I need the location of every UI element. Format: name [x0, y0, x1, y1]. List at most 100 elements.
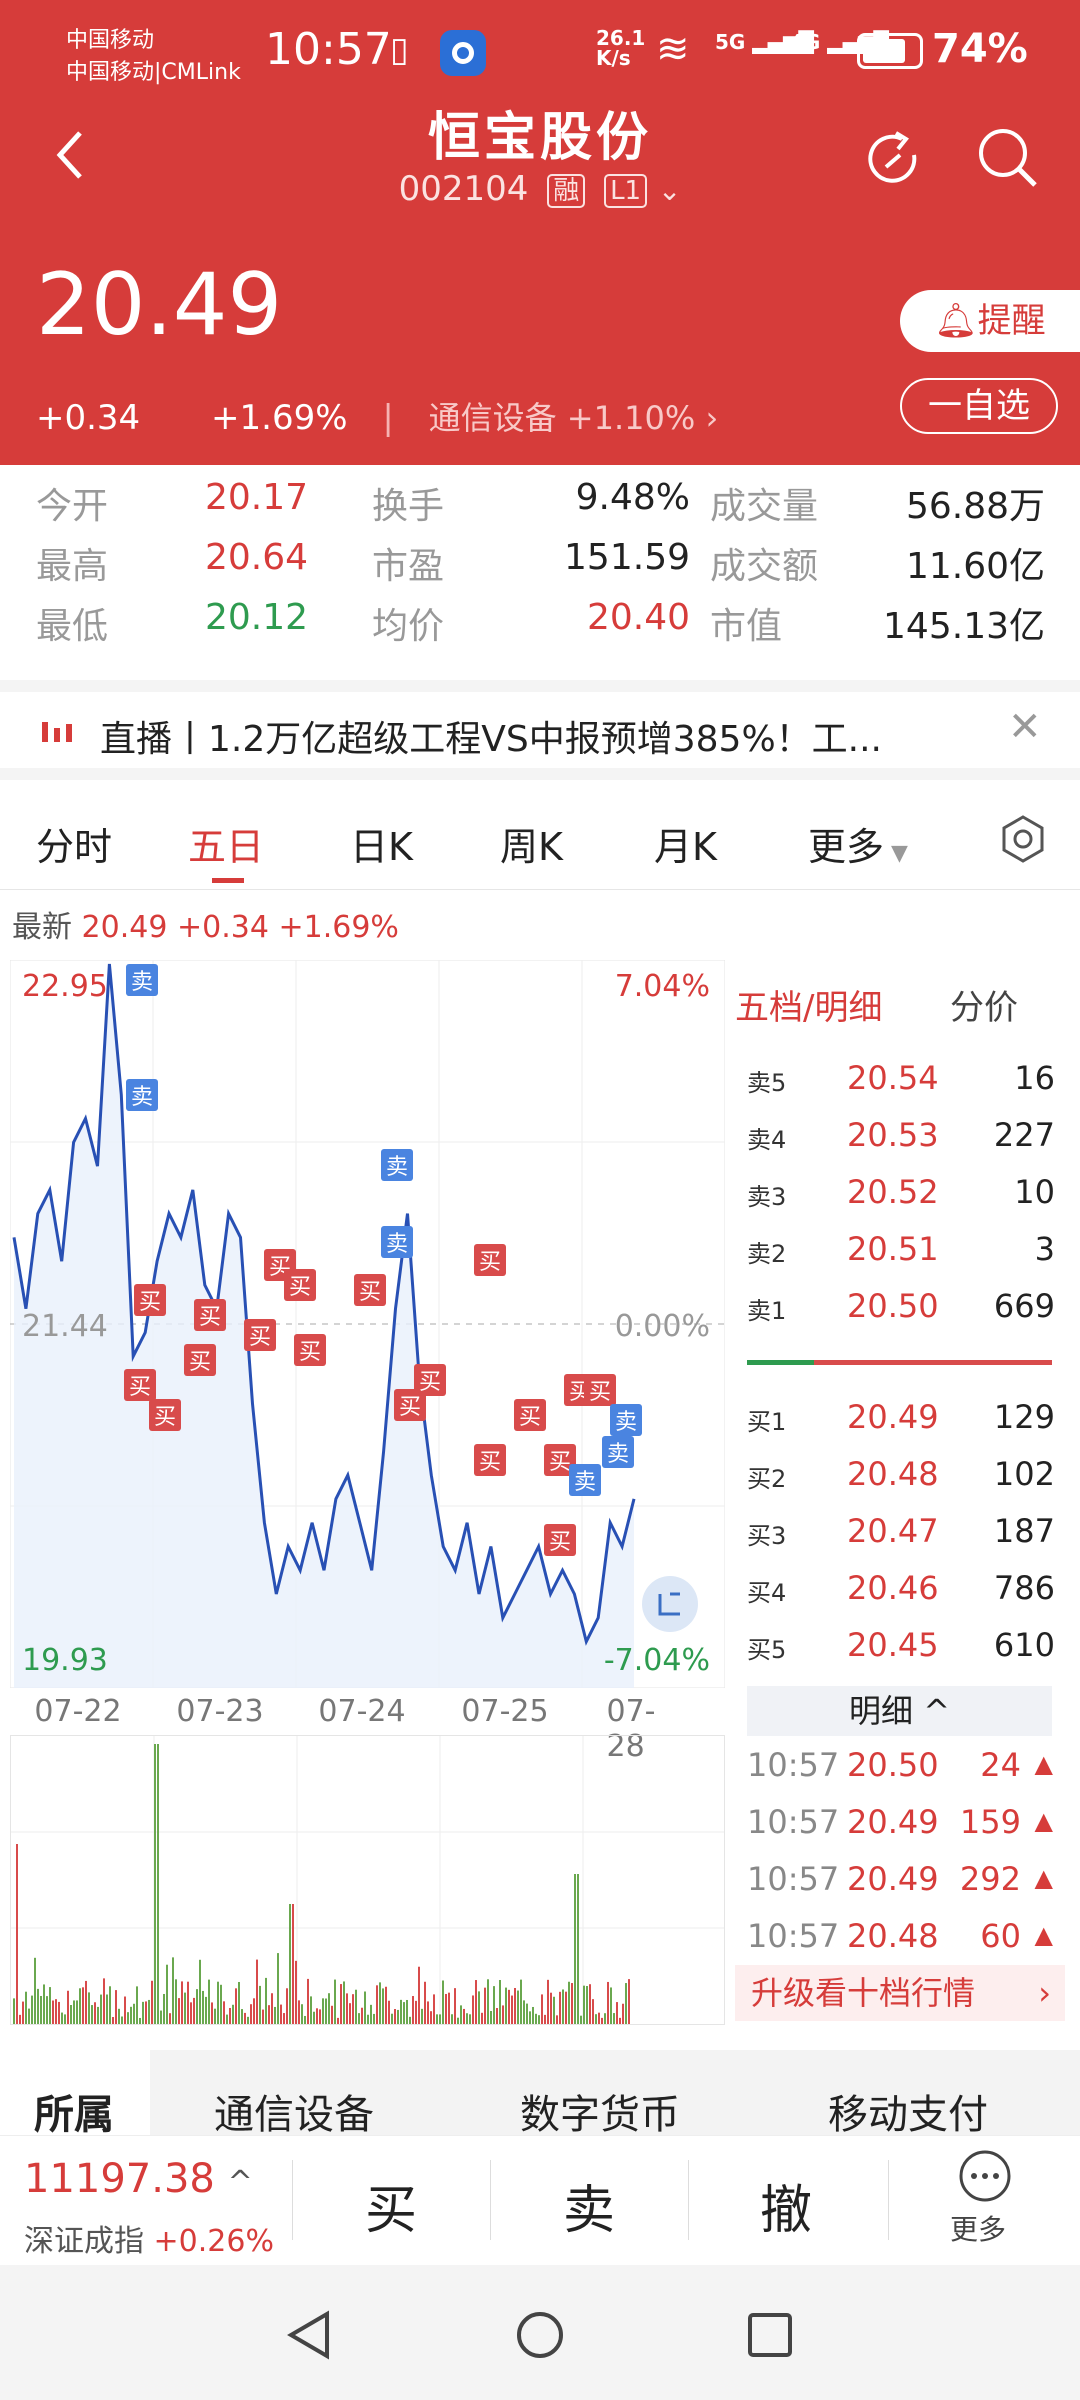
- ask-level[interactable]: 卖1 20.50 669: [735, 1281, 1055, 1337]
- volume-bar: [94, 2002, 96, 2024]
- tick-price: 20.48: [847, 1917, 939, 1955]
- detail-toggle[interactable]: 明细 ^: [747, 1686, 1052, 1736]
- nav-home-icon[interactable]: [515, 2310, 565, 2360]
- sell-marker-label: 卖: [574, 1470, 596, 1495]
- close-icon[interactable]: ✕: [1008, 704, 1042, 750]
- volume-bar: [97, 2006, 99, 2024]
- stock-code: 002104: [398, 169, 529, 209]
- volume-bar: [193, 1997, 195, 2024]
- chevron-up-icon: ^: [227, 2165, 253, 2200]
- buy-marker-label: 买: [479, 1450, 501, 1475]
- upgrade-label: 升级看十档行情: [751, 1974, 976, 2012]
- volume-bar: [535, 2013, 537, 2024]
- add-favorite-button[interactable]: 一自选: [900, 378, 1058, 434]
- level-volume: 129: [993, 1398, 1055, 1436]
- ask-level[interactable]: 卖2 20.51 3: [735, 1224, 1055, 1280]
- volume-bar: [31, 1995, 33, 2024]
- ask-level[interactable]: 卖3 20.52 10: [735, 1167, 1055, 1223]
- volume-bar: [592, 1999, 594, 2024]
- volume-bar: [25, 1991, 27, 2024]
- bid-level[interactable]: 买4 20.46 786: [735, 1563, 1055, 1619]
- volume-bar: [100, 1994, 102, 2024]
- bid-level[interactable]: 买2 20.48 102: [735, 1449, 1055, 1505]
- volume-bar: [331, 2005, 333, 2024]
- volume-bar: [514, 1987, 516, 2024]
- volume-bar: [133, 2003, 135, 2024]
- volume-bar: [616, 2002, 618, 2024]
- price-change-pct: +1.69%: [211, 398, 348, 438]
- volume-bar: [253, 1998, 255, 2024]
- buy-marker-label: 买: [139, 1290, 161, 1315]
- volume-bar: [469, 2014, 471, 2024]
- cancel-order-button[interactable]: 撤: [760, 2181, 813, 2241]
- bid-level[interactable]: 买3 20.47 187: [735, 1506, 1055, 1562]
- bid-level[interactable]: 买1 20.49 129: [735, 1392, 1055, 1448]
- volume-bar: [178, 1998, 180, 2024]
- sell-button[interactable]: 卖: [563, 2181, 616, 2241]
- battery-icon: [857, 33, 923, 69]
- stock-code-row[interactable]: 002104 融 L1 ⌄: [0, 169, 1080, 209]
- nav-recents-icon[interactable]: [745, 2310, 795, 2360]
- volume-chart: [10, 1735, 725, 2025]
- nav-back-icon[interactable]: [285, 2310, 335, 2360]
- quote-label: 最低: [36, 606, 109, 647]
- volume-bar: [148, 1999, 150, 2024]
- tab-sector-mobile-pay[interactable]: 移动支付: [828, 2092, 988, 2135]
- buy-marker: 买: [474, 1244, 506, 1276]
- volume-bar: [352, 1994, 354, 2024]
- volume-bar: [142, 2001, 144, 2024]
- tick-time: 10:57: [747, 1746, 840, 1784]
- sector-link[interactable]: 通信设备 +1.10% ›: [429, 399, 719, 437]
- tab-week-k[interactable]: 周K: [500, 825, 563, 869]
- tab-sector-digital-currency[interactable]: 数字货币: [520, 2092, 680, 2135]
- volume-bar: [625, 1983, 627, 2024]
- tab-five-day[interactable]: 五日: [188, 825, 265, 869]
- volume-bar: [391, 2013, 393, 2024]
- tab-sector-telecom[interactable]: 通信设备: [214, 2092, 374, 2135]
- news-banner[interactable]: 直播丨1.2万亿超级工程VS中报预增385%！工... ✕: [0, 680, 1080, 780]
- level-volume: 610: [993, 1626, 1055, 1664]
- level-price: 20.50: [847, 1287, 939, 1325]
- tab-price-distribution[interactable]: 分价: [950, 988, 1018, 1028]
- price-area-fill: [14, 964, 634, 1688]
- tab-orderbook[interactable]: 五档/明细: [735, 988, 883, 1028]
- latest-pct: +1.69%: [278, 910, 399, 945]
- tab-intraday[interactable]: 分时: [36, 825, 113, 869]
- bid-level[interactable]: 买5 20.45 610: [735, 1620, 1055, 1676]
- ask-level[interactable]: 卖5 20.54 16: [735, 1053, 1055, 1109]
- volume-bar: [526, 2003, 528, 2024]
- tab-belongs[interactable]: 所属: [34, 2092, 114, 2135]
- volume-bar: [184, 1992, 186, 2024]
- carrier-2: 中国移动|CMLink: [66, 60, 241, 85]
- volume-bar: [283, 2013, 285, 2024]
- volume-bar: [280, 2004, 282, 2024]
- buy-marker: 买: [544, 1524, 576, 1556]
- tab-month-k[interactable]: 月K: [654, 825, 717, 869]
- more-menu-button[interactable]: 更多: [950, 2148, 1020, 2258]
- five-day-chart[interactable]: 买买买买买买买买买买买买买买买买买买买卖卖卖卖卖卖卖 22.95 21.44 19.9…: [9, 959, 726, 1689]
- level-volume: 3: [1034, 1230, 1055, 1268]
- tab-day-k[interactable]: 日K: [350, 825, 413, 869]
- stock-header: 中国移动 中国移动|CMLink 10:57 ▯ 26.1 K/s ≋ 5G ▂▄…: [0, 0, 1080, 465]
- volume-bar: [481, 2012, 483, 2024]
- refresh-icon[interactable]: [862, 127, 926, 191]
- upgrade-level2-link[interactable]: 升级看十档行情 ›: [735, 1965, 1065, 2021]
- quote-label: 成交量: [710, 486, 819, 527]
- back-icon[interactable]: [50, 125, 90, 185]
- volume-bar: [301, 2004, 303, 2024]
- search-icon[interactable]: [975, 125, 1041, 191]
- remind-button[interactable]: 🔔︎提醒: [900, 290, 1080, 352]
- y-max-pct-label: 7.04%: [615, 969, 710, 1004]
- tab-more[interactable]: 更多 ▼: [808, 816, 908, 871]
- level-price: 20.49: [847, 1398, 939, 1436]
- index-value[interactable]: 11197.38 ^: [24, 2156, 253, 2202]
- buy-marker: 买: [414, 1364, 446, 1396]
- volume-bar: [262, 2009, 264, 2024]
- buy-button[interactable]: 买: [365, 2181, 418, 2241]
- volume-bar: [289, 1904, 291, 2024]
- settings-icon[interactable]: [998, 814, 1048, 864]
- volume-bar: [619, 2017, 621, 2024]
- ask-level[interactable]: 卖4 20.53 227: [735, 1110, 1055, 1166]
- buy-marker: 买: [284, 1269, 316, 1301]
- volume-bar: [361, 2007, 363, 2024]
